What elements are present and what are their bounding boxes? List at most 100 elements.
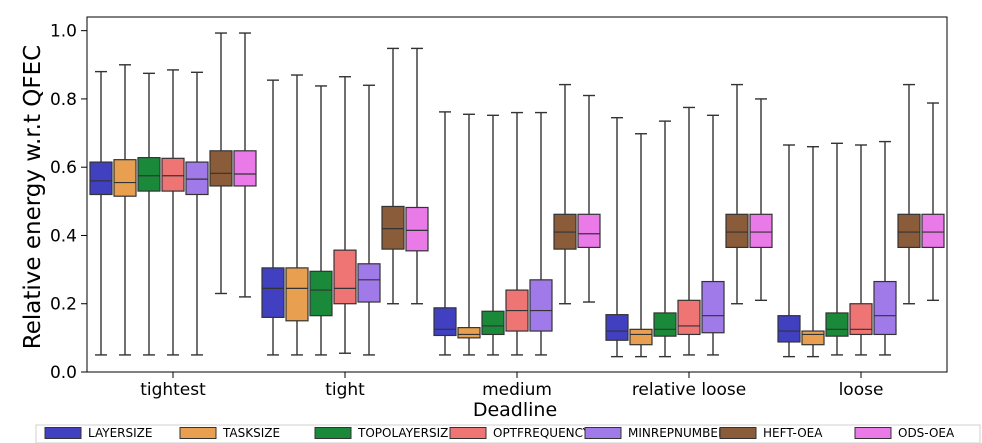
box-minrepnumber-relative-loose [701, 114, 725, 356]
box-minrepnumber-tightest [185, 71, 209, 356]
box-topolayersize-relative-loose [653, 120, 677, 358]
box-tasksize-loose [801, 146, 825, 358]
legend: LAYERSIZE TASKSIZE TOPOLAYERSIZE OPTFREQUEN… [35, 424, 981, 443]
legend-label-ods-oea: ODS-OEA [898, 426, 955, 440]
box-ods-oea-loose [921, 102, 945, 302]
box-minrepnumber-tight [357, 84, 381, 356]
x-tick-label: relative loose [632, 380, 746, 400]
box-heft-oea-loose [897, 83, 921, 305]
box-heft-oea-relative-loose [725, 83, 749, 305]
box-iqr [233, 150, 257, 187]
box-iqr [777, 315, 801, 343]
box-layersize-tight [261, 79, 285, 356]
box-iqr [137, 157, 161, 192]
box-tasksize-medium [457, 113, 481, 356]
box-iqr [161, 157, 185, 192]
x-axis: tightest tight medium relative loose loose [140, 372, 883, 400]
box-iqr [897, 213, 921, 249]
legend-label-tasksize: TASKSIZE [222, 426, 280, 440]
box-topolayersize-loose [825, 142, 849, 356]
box-iqr [285, 267, 309, 322]
box-layersize-medium [433, 111, 457, 356]
box-iqr [381, 205, 405, 250]
box-layersize-tightest [89, 70, 113, 356]
box-iqr [481, 310, 505, 336]
box-iqr [457, 327, 481, 339]
legend-label-topolayersize: TOPOLAYERSIZE [357, 426, 456, 440]
box-iqr [725, 213, 749, 249]
box-iqr [357, 263, 381, 303]
box-heft-oea-tightest [209, 32, 233, 295]
y-tick-label: 0.2 [50, 295, 77, 315]
y-tick-label: 1.0 [50, 22, 77, 42]
box-minrepnumber-loose [873, 140, 897, 356]
legend-label-optfrequency: OPTFREQUENCY [493, 426, 591, 440]
box-iqr [577, 213, 601, 249]
y-tick-label: 0.8 [50, 90, 77, 110]
box-optfrequency-loose [849, 144, 873, 356]
box-iqr [849, 303, 873, 336]
box-tasksize-relative-loose [629, 133, 653, 358]
box-topolayersize-tight [309, 85, 333, 356]
box-optfrequency-medium [505, 111, 529, 356]
box-iqr [921, 213, 945, 249]
box-tasksize-tightest [113, 64, 137, 356]
box-iqr [89, 161, 113, 196]
box-iqr [629, 328, 653, 346]
box-heft-oea-tight [381, 47, 405, 305]
y-tick-label: 0.0 [50, 363, 77, 383]
box-iqr [333, 249, 357, 305]
legend-swatch-heft-oea [719, 427, 757, 439]
box-iqr [209, 150, 233, 187]
y-axis: 0.0 0.2 0.4 0.6 0.8 1.0 [50, 22, 87, 383]
box-iqr [653, 312, 677, 337]
box-iqr [309, 270, 333, 317]
box-iqr [677, 299, 701, 336]
box-optfrequency-tight [333, 76, 357, 354]
x-tick-label: tightest [140, 380, 206, 400]
box-iqr [701, 280, 725, 334]
box-ods-oea-tightest [233, 32, 257, 298]
box-iqr [433, 307, 457, 337]
y-axis-label: Relative energy w.r.t QFEC [20, 45, 46, 349]
x-tick-label: loose [839, 380, 884, 400]
plot-area [86, 16, 948, 373]
legend-swatch-layersize [44, 427, 82, 439]
legend-label-heft-oea: HEFT-OEA [763, 426, 823, 440]
box-iqr [113, 159, 137, 197]
box-iqr [825, 312, 849, 337]
legend-swatch-topolayersize [314, 427, 352, 439]
x-tick-label: medium [482, 380, 552, 400]
box-iqr [529, 279, 553, 332]
box-layersize-relative-loose [605, 116, 629, 358]
box-iqr [185, 161, 209, 196]
box-ods-oea-tight [405, 47, 429, 305]
legend-label-minrepnumber: MINREPNUMBER [628, 426, 726, 440]
box-ods-oea-medium [577, 94, 601, 303]
box-topolayersize-tightest [137, 72, 161, 356]
y-tick-label: 0.6 [50, 158, 77, 178]
box-iqr [749, 213, 773, 249]
box-tasksize-tight [285, 74, 309, 356]
legend-label-layersize: LAYERSIZE [88, 426, 152, 440]
box-iqr [261, 267, 285, 318]
box-optfrequency-relative-loose [677, 106, 701, 356]
x-tick-label: tight [325, 380, 365, 400]
legend-swatch-tasksize [179, 427, 217, 439]
x-axis-label: Deadline [473, 399, 557, 421]
box-iqr [405, 206, 429, 252]
box-layersize-loose [777, 144, 801, 358]
box-heft-oea-medium [553, 83, 577, 305]
box-ods-oea-relative-loose [749, 98, 773, 302]
y-tick-label: 0.4 [50, 226, 77, 246]
legend-swatch-ods-oea [854, 427, 892, 439]
box-iqr [605, 314, 629, 341]
legend-swatch-optfrequency [449, 427, 487, 439]
box-topolayersize-medium [481, 114, 505, 356]
box-optfrequency-tightest [161, 69, 185, 356]
legend-swatch-minrepnumber [584, 427, 622, 439]
box-minrepnumber-medium [529, 111, 553, 356]
box-iqr [873, 280, 897, 336]
box-iqr [801, 330, 825, 346]
